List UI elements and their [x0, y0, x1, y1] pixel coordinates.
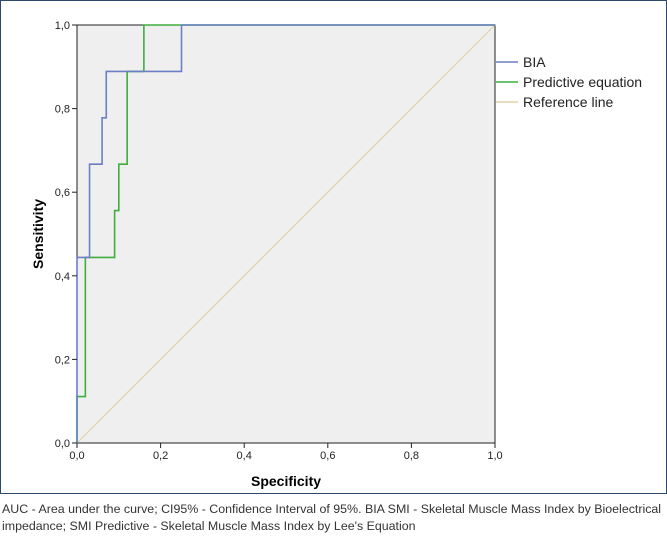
- x-tick-label: 1,0: [487, 450, 502, 462]
- series-line-bia: [76, 24, 495, 443]
- figure-caption: AUC - Area under the curve; CI95% - Conf…: [2, 502, 662, 533]
- x-tick-label: 0,4: [237, 450, 252, 462]
- y-tick-label: 0,6: [55, 187, 70, 199]
- x-tick-label: 0,2: [153, 450, 168, 462]
- y-tick-label: 0,2: [55, 354, 70, 366]
- y-tick-label: 1,0: [55, 20, 70, 32]
- x-tick-label: 0,6: [320, 450, 335, 462]
- x-tick-label: 0,8: [404, 450, 419, 462]
- series-line-reference-line: [76, 24, 496, 444]
- y-tick-label: 0,0: [55, 438, 70, 450]
- legend-label: BIA: [523, 54, 546, 70]
- x-axis-label: Specificity: [251, 473, 321, 489]
- y-tick-label: 0,4: [55, 271, 70, 283]
- roc-chart: 0,0 0,2 0,4 0,6 0,8 1,0 0,0 0,2 0,4 0,6 0,8 1,0 Sp…: [30, 20, 642, 489]
- y-axis-label: Sensitivity: [30, 199, 46, 269]
- y-tick-label: 0,8: [55, 104, 70, 116]
- x-tick-label: 0,0: [69, 450, 84, 462]
- legend-label: Reference line: [523, 94, 613, 110]
- legend-label: Predictive equation: [523, 74, 642, 90]
